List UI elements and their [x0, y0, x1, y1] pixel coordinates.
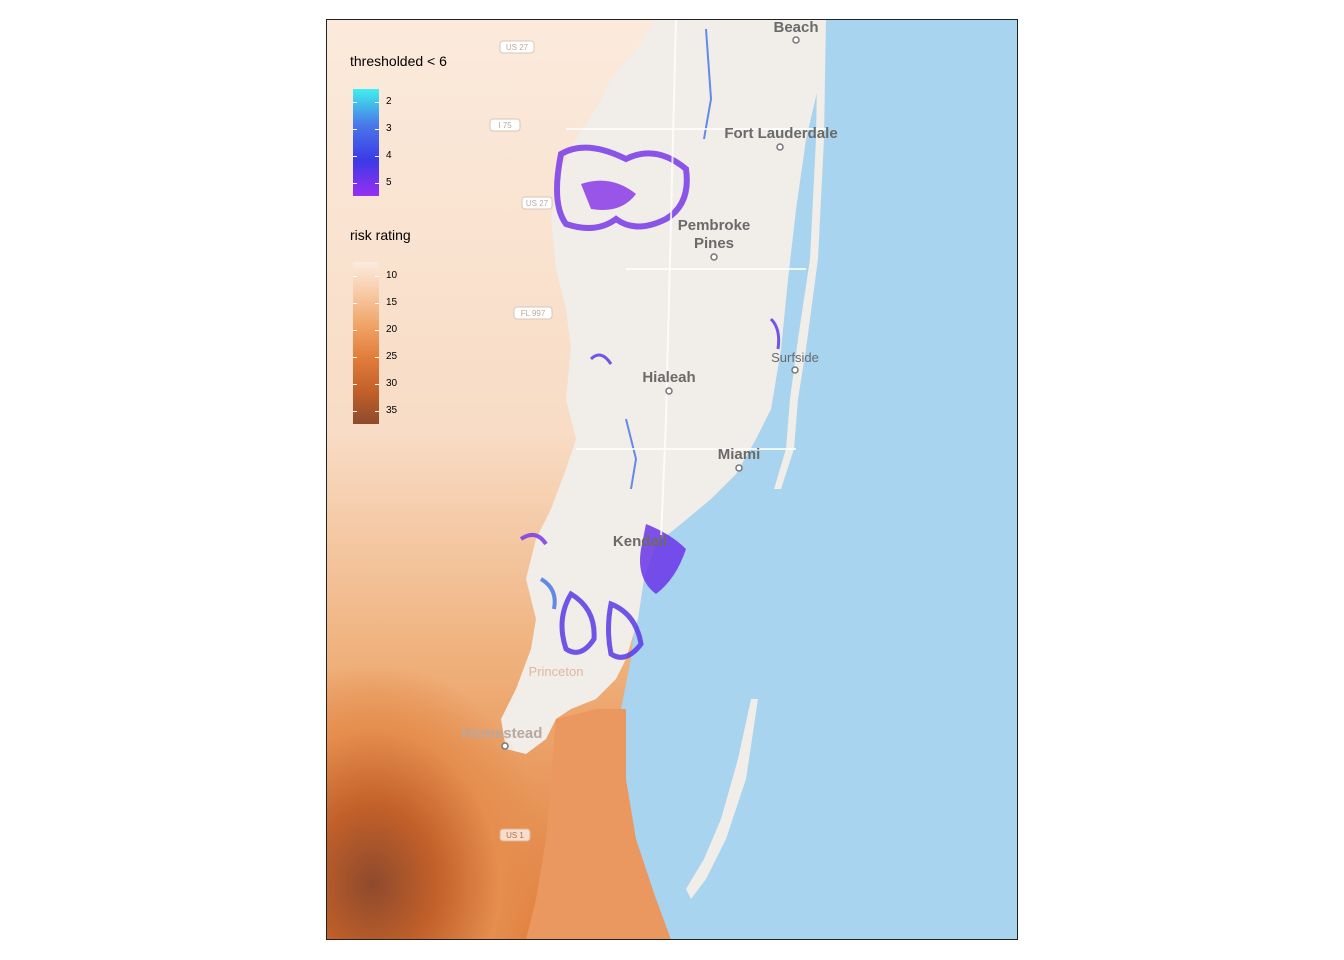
svg-text:US 27: US 27 [506, 43, 529, 52]
legend-risk-tick-label: 10 [386, 270, 398, 281]
place-dot-surfside [791, 366, 799, 374]
legend-risk-tick-mark [375, 411, 379, 412]
svg-text:I 75: I 75 [498, 121, 512, 130]
legend-threshold-tick-label: 4 [386, 150, 392, 161]
place-label-kendall: Kendall [613, 533, 667, 550]
legend-risk-tick-mark [353, 276, 357, 277]
svg-text:US 27: US 27 [526, 199, 549, 208]
legend-threshold-tick-mark [375, 129, 379, 130]
legend-risk-tick-mark [375, 384, 379, 385]
road-shield-us27-north: US 27 [499, 40, 535, 54]
svg-text:US 1: US 1 [506, 831, 524, 840]
legend-risk-tick-mark [375, 276, 379, 277]
legend-risk-tick-mark [353, 384, 357, 385]
place-label-hialeah: Hialeah [642, 369, 695, 386]
legend-risk-tick-label: 25 [386, 351, 398, 362]
legend-threshold-tick-mark [353, 129, 357, 130]
legend-risk-tick-mark [353, 357, 357, 358]
legend-threshold-tick-mark [375, 102, 379, 103]
legend-threshold-title: thresholded < 6 [350, 53, 447, 69]
legend-risk-colorbar [353, 262, 379, 424]
place-label-homestead: Homestead [462, 725, 543, 742]
legend-risk-tick-mark [375, 303, 379, 304]
legend-risk-tick-mark [353, 303, 357, 304]
place-dot-homestead [501, 742, 509, 750]
road-shield-i75: I 75 [489, 118, 521, 132]
key-island [686, 699, 758, 899]
place-label-beach: Beach [773, 19, 818, 36]
place-dot-beach [792, 36, 800, 44]
place-dot-hialeah [665, 387, 673, 395]
legend-risk-tick-mark [353, 330, 357, 331]
place-label-miami: Miami [718, 446, 761, 463]
road-shield-us27-south: US 27 [521, 196, 553, 210]
place-dot-pembroke-pines [710, 253, 718, 261]
legend-threshold-tick-label: 2 [386, 96, 392, 107]
place-dot-fort-lauderdale [776, 143, 784, 151]
legend-risk-tick-label: 15 [386, 297, 398, 308]
place-label-princeton: Princeton [529, 664, 584, 679]
roads [566, 19, 826, 540]
legend-threshold-tick-label: 5 [386, 177, 392, 188]
legend-threshold-tick-mark [353, 156, 357, 157]
legend-risk-tick-label: 30 [386, 378, 398, 389]
legend-threshold-colorbar [353, 89, 379, 196]
legend-risk-tick-label: 20 [386, 324, 398, 335]
place-label-surfside: Surfside [771, 350, 819, 365]
legend-threshold-tick-mark [353, 102, 357, 103]
south-land [526, 709, 671, 940]
legend-risk-tick-mark [375, 330, 379, 331]
legend-threshold-tick-mark [375, 183, 379, 184]
legend-risk-tick-label: 35 [386, 405, 398, 416]
place-label-fort-lauderdale: Fort Lauderdale [724, 125, 837, 142]
svg-text:FL 997: FL 997 [521, 309, 546, 318]
legend-threshold-tick-label: 3 [386, 123, 392, 134]
map-canvas[interactable]: US 27 I 75 US 27 FL 997 US 1 Beach Fort … [326, 19, 1018, 940]
road-shield-fl997: FL 997 [513, 306, 553, 320]
legend-risk-title: risk rating [350, 227, 411, 243]
threshold-layer [519, 28, 781, 660]
barrier-island [774, 19, 826, 489]
road-shield-us1: US 1 [499, 828, 531, 842]
place-dot-miami [735, 464, 743, 472]
legend-threshold-tick-mark [353, 183, 357, 184]
legend-threshold-tick-mark [375, 156, 379, 157]
place-label-pembroke: Pembroke [678, 217, 751, 234]
place-label-pines: Pines [694, 235, 734, 252]
legend-risk-tick-mark [353, 411, 357, 412]
legend-risk-tick-mark [375, 357, 379, 358]
